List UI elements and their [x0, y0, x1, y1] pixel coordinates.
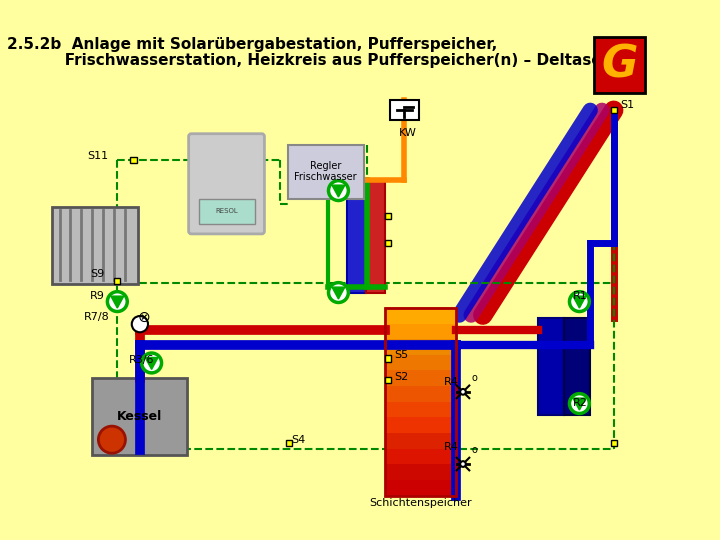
Bar	[538, 318, 564, 415]
Bar	[385, 308, 456, 496]
Polygon shape	[573, 296, 586, 308]
Bar	[385, 385, 456, 402]
FancyBboxPatch shape	[288, 145, 364, 199]
Bar	[611, 440, 617, 447]
Bar	[385, 338, 456, 355]
Bar	[366, 180, 385, 293]
Bar	[385, 369, 456, 386]
Text: o: o	[471, 445, 477, 455]
Bar	[199, 199, 254, 224]
Circle shape	[570, 394, 590, 414]
Circle shape	[142, 353, 161, 373]
Bar	[286, 440, 292, 447]
Circle shape	[460, 461, 466, 467]
Bar	[385, 416, 456, 433]
Text: S9: S9	[90, 269, 104, 279]
Text: R4: R4	[444, 376, 459, 387]
Polygon shape	[332, 185, 345, 197]
Bar	[611, 107, 617, 113]
Text: o: o	[471, 373, 477, 383]
Text: 2.5.2b  Anlage mit Solarübergabestation, Pufferspeicher,: 2.5.2b Anlage mit Solarübergabestation, …	[7, 37, 498, 52]
Text: Frischwasserstation, Heizkreis aus Pufferspeicher(n) – Deltasol M: Frischwasserstation, Heizkreis aus Puffe…	[7, 53, 627, 69]
Text: R9: R9	[90, 291, 105, 301]
Circle shape	[99, 426, 125, 453]
Bar	[385, 377, 391, 383]
Text: S2: S2	[395, 372, 409, 382]
Bar	[92, 379, 186, 455]
Polygon shape	[332, 287, 345, 299]
Bar	[385, 448, 456, 464]
Circle shape	[328, 282, 348, 302]
Text: R2: R2	[573, 399, 588, 408]
Text: ⊗: ⊗	[138, 310, 150, 325]
Text: R4: R4	[444, 442, 459, 453]
Bar	[53, 207, 138, 284]
Circle shape	[328, 181, 348, 200]
Bar	[385, 463, 456, 480]
Text: Regler
Frischwasser: Regler Frischwasser	[294, 161, 357, 183]
Polygon shape	[145, 357, 158, 369]
Bar	[385, 322, 456, 339]
Bar	[348, 180, 366, 293]
Bar	[564, 318, 590, 415]
Bar	[114, 278, 120, 284]
Bar	[385, 355, 391, 362]
Text: S11: S11	[88, 151, 109, 161]
Bar	[594, 37, 645, 93]
Polygon shape	[111, 296, 124, 308]
Bar	[385, 401, 456, 417]
Bar	[385, 240, 391, 246]
Circle shape	[132, 316, 148, 332]
Text: S4: S4	[292, 435, 306, 445]
Circle shape	[107, 292, 127, 312]
Text: Kessel: Kessel	[117, 410, 162, 423]
Bar	[385, 213, 391, 219]
Text: Schichtenspeicher: Schichtenspeicher	[369, 498, 472, 508]
Text: KW: KW	[399, 129, 417, 138]
Text: R7/8: R7/8	[84, 312, 109, 322]
Text: S1: S1	[620, 100, 634, 111]
Text: R3/6: R3/6	[129, 355, 155, 365]
Circle shape	[460, 389, 466, 395]
Text: G: G	[602, 44, 638, 86]
FancyBboxPatch shape	[189, 134, 264, 234]
Polygon shape	[573, 398, 586, 410]
Circle shape	[570, 292, 590, 312]
Bar	[385, 432, 456, 449]
Text: S5: S5	[395, 350, 408, 360]
Bar	[385, 307, 456, 323]
Bar	[130, 157, 137, 163]
Text: RESOL: RESOL	[215, 208, 238, 214]
Bar	[390, 100, 419, 120]
Bar	[385, 479, 456, 496]
Bar	[385, 354, 456, 370]
Text: R1: R1	[573, 291, 588, 301]
